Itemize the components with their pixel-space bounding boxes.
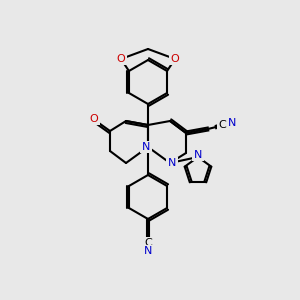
Text: O: O xyxy=(171,54,179,64)
Text: C: C xyxy=(218,120,226,130)
Text: N: N xyxy=(142,142,150,152)
Text: N: N xyxy=(168,158,176,168)
Text: O: O xyxy=(117,54,125,64)
Text: N: N xyxy=(194,150,202,160)
Text: N: N xyxy=(228,118,236,128)
Text: O: O xyxy=(90,114,98,124)
Text: C: C xyxy=(144,238,152,248)
Text: N: N xyxy=(144,246,152,256)
